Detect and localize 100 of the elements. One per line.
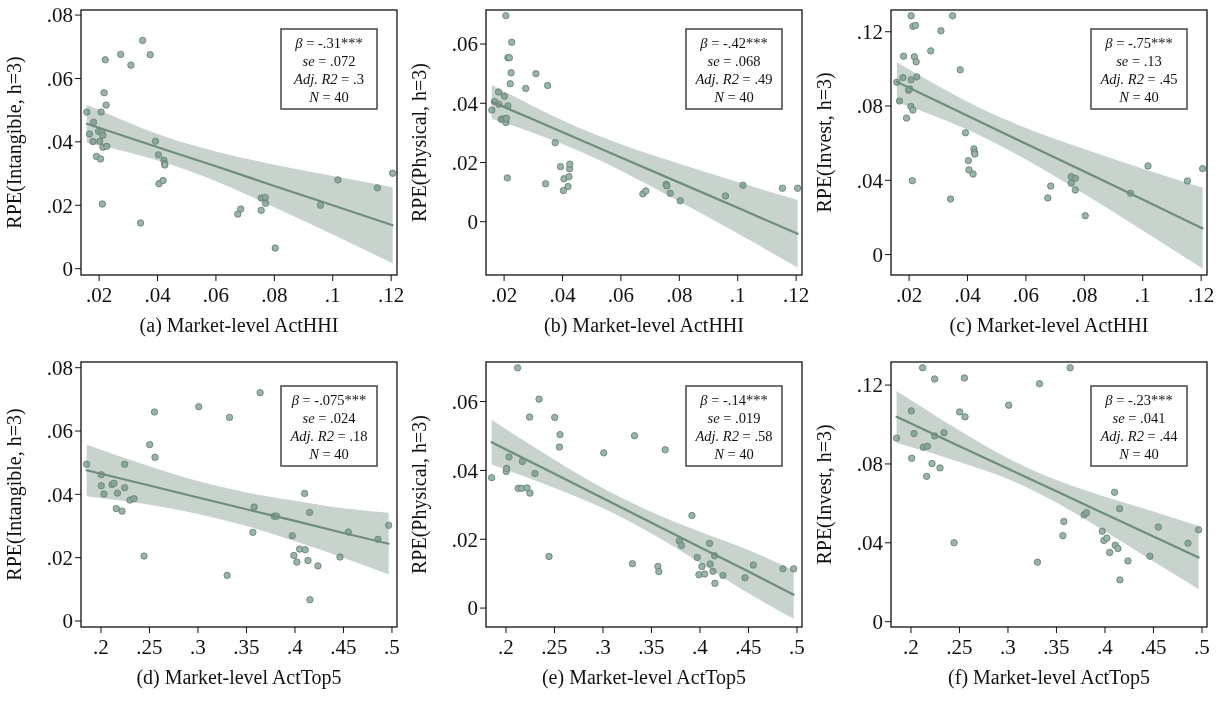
y-tick-label: .08 bbox=[856, 452, 883, 477]
annotation: Adj. R2 = .44 bbox=[1099, 428, 1179, 444]
x-tick-label: .08 bbox=[666, 283, 693, 307]
annotation: se = .019 bbox=[707, 410, 761, 426]
y-tick-label: .06 bbox=[46, 419, 73, 444]
y-tick-label: 0 bbox=[467, 210, 478, 235]
annotation: se = .13 bbox=[1116, 53, 1162, 69]
x-tick-label: .06 bbox=[607, 283, 635, 307]
y-tick-label: .08 bbox=[46, 356, 73, 381]
x-tick-label: .12 bbox=[1188, 283, 1215, 307]
y-tick-label: .04 bbox=[451, 458, 479, 483]
x-tick-label: .45 bbox=[330, 635, 357, 659]
x-axis-title: (c) Market-level ActHHI bbox=[949, 314, 1149, 337]
annotation: Adj. R2 = .49 bbox=[694, 71, 773, 87]
x-tick-label: .3 bbox=[1000, 635, 1016, 659]
x-tick-label: .04 bbox=[549, 283, 577, 307]
y-tick-label: .04 bbox=[856, 168, 884, 193]
annotation: N = 40 bbox=[713, 89, 754, 105]
x-tick-label: .5 bbox=[1194, 635, 1210, 659]
x-tick-label: .08 bbox=[261, 283, 288, 307]
x-tick-label: .08 bbox=[1071, 283, 1098, 307]
x-tick-label: .35 bbox=[638, 635, 665, 659]
x-tick-label: .2 bbox=[903, 635, 919, 659]
x-tick-label: .2 bbox=[498, 635, 514, 659]
y-tick-label: 0 bbox=[62, 257, 73, 282]
y-tick-label: 0 bbox=[62, 609, 73, 634]
y-tick-label: .08 bbox=[46, 3, 73, 28]
y-tick-label: .12 bbox=[856, 20, 883, 45]
x-tick-label: .06 bbox=[202, 283, 230, 307]
annotation: β = -.23*** bbox=[1104, 392, 1173, 408]
y-tick-label: 0 bbox=[467, 596, 478, 621]
annotation: Adj. R2 = .3 bbox=[293, 71, 364, 87]
x-tick-label: .02 bbox=[490, 283, 518, 307]
y-tick-label: .08 bbox=[856, 94, 883, 119]
y-tick-label: .02 bbox=[451, 150, 478, 175]
annotation: N = 40 bbox=[308, 89, 349, 105]
annotation: se = .072 bbox=[302, 53, 356, 69]
annotation: Adj. R2 = .58 bbox=[694, 428, 773, 444]
y-tick-label: .04 bbox=[46, 482, 74, 507]
annotation: Adj. R2 = .18 bbox=[289, 428, 368, 444]
x-tick-label: .04 bbox=[954, 283, 982, 307]
x-tick-label: .3 bbox=[190, 635, 206, 659]
x-tick-label: .25 bbox=[136, 635, 163, 659]
x-axis-title: (a) Market-level ActHHI bbox=[139, 314, 339, 337]
x-tick-label: .1 bbox=[324, 283, 341, 307]
x-axis-title: (f) Market-level ActTop5 bbox=[948, 666, 1150, 689]
x-axis-title: (e) Market-level ActTop5 bbox=[541, 666, 747, 689]
annotation: β = -.75*** bbox=[1104, 35, 1173, 51]
x-tick-label: .3 bbox=[595, 635, 611, 659]
annotation: N = 40 bbox=[1118, 89, 1159, 105]
y-tick-label: 0 bbox=[872, 242, 883, 267]
x-tick-label: .35 bbox=[233, 635, 260, 659]
y-axis-title: RPE(Invest, h=3) bbox=[813, 72, 836, 213]
y-tick-label: .02 bbox=[451, 527, 478, 552]
y-tick-label: .06 bbox=[46, 66, 73, 91]
x-tick-label: .2 bbox=[93, 635, 109, 659]
annotation: N = 40 bbox=[713, 446, 754, 462]
annotation: β = -.14*** bbox=[699, 392, 768, 408]
y-tick-label: .02 bbox=[46, 193, 73, 218]
x-tick-label: .4 bbox=[1097, 635, 1114, 659]
y-tick-label: .12 bbox=[856, 373, 883, 398]
annotation: β = -.31*** bbox=[294, 35, 363, 51]
annotation: se = .024 bbox=[302, 410, 357, 426]
x-tick-label: .25 bbox=[946, 635, 973, 659]
annotation: Adj. R2 = .45 bbox=[1099, 71, 1178, 87]
x-tick-label: .06 bbox=[1012, 283, 1040, 307]
y-tick-label: 0 bbox=[872, 610, 883, 635]
annotation: β = -.075*** bbox=[290, 392, 367, 408]
y-axis-title: RPE(Invest, h=3) bbox=[813, 424, 836, 565]
x-tick-label: .45 bbox=[735, 635, 762, 659]
x-tick-label: .12 bbox=[783, 283, 810, 307]
y-axis-title: RPE(Intangible, h=3) bbox=[3, 56, 26, 229]
x-tick-label: .35 bbox=[1043, 635, 1070, 659]
annotation: β = -.42*** bbox=[699, 35, 768, 51]
x-tick-label: .5 bbox=[789, 635, 805, 659]
x-tick-label: .4 bbox=[692, 635, 709, 659]
x-tick-label: .02 bbox=[895, 283, 923, 307]
x-tick-label: .5 bbox=[384, 635, 400, 659]
x-tick-label: .45 bbox=[1140, 635, 1167, 659]
y-axis-title: RPE(Intangible, h=3) bbox=[3, 408, 26, 581]
annotation: se = .068 bbox=[707, 53, 761, 69]
annotation: se = .041 bbox=[1112, 410, 1166, 426]
y-tick-label: .04 bbox=[46, 130, 74, 155]
y-axis-title: RPE(Physical, h=3) bbox=[408, 62, 431, 223]
y-axis-title: RPE(Physical, h=3) bbox=[408, 414, 431, 575]
annotation: N = 40 bbox=[308, 446, 349, 462]
y-tick-label: .06 bbox=[451, 389, 478, 414]
y-tick-label: .06 bbox=[451, 32, 478, 57]
x-tick-label: .25 bbox=[541, 635, 568, 659]
y-tick-label: .04 bbox=[451, 91, 479, 116]
x-axis-title: (d) Market-level ActTop5 bbox=[136, 666, 342, 689]
x-tick-label: .1 bbox=[1134, 283, 1151, 307]
x-tick-label: .1 bbox=[729, 283, 746, 307]
y-tick-label: .04 bbox=[856, 531, 884, 556]
x-axis-title: (b) Market-level ActHHI bbox=[544, 314, 744, 337]
x-tick-label: .12 bbox=[378, 283, 405, 307]
x-tick-label: .04 bbox=[144, 283, 172, 307]
annotation: N = 40 bbox=[1118, 446, 1159, 462]
x-tick-label: .02 bbox=[85, 283, 113, 307]
y-tick-label: .02 bbox=[46, 546, 73, 571]
